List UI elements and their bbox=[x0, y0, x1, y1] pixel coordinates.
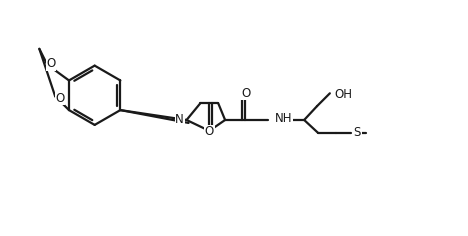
Text: NH: NH bbox=[275, 113, 292, 126]
Text: S: S bbox=[354, 126, 361, 139]
Text: OH: OH bbox=[335, 88, 353, 101]
Text: O: O bbox=[47, 57, 56, 70]
Text: O: O bbox=[56, 92, 65, 105]
Text: N: N bbox=[176, 114, 184, 126]
Text: O: O bbox=[241, 87, 250, 100]
Text: O: O bbox=[205, 125, 214, 138]
